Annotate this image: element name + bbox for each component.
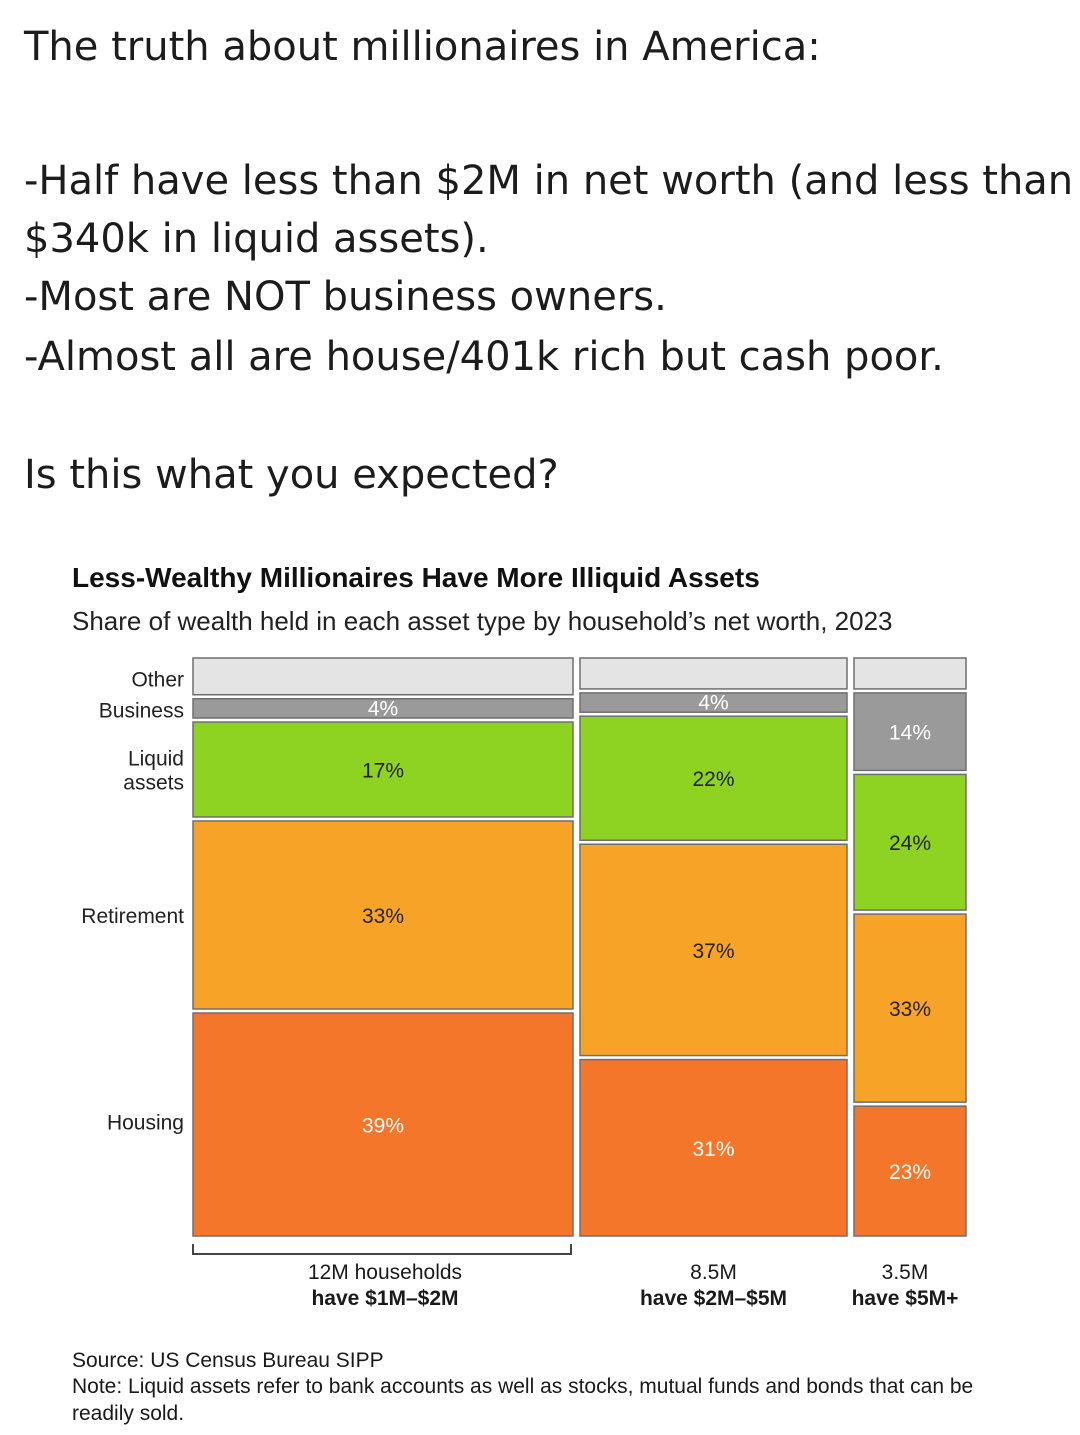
post-bullet-1: -Half have less than $2M in net worth (a…	[24, 158, 1074, 204]
chart-note: Note: Liquid assets refer to bank accoun…	[72, 1375, 974, 1425]
chart-title: Less-Wealthy Millionaires Have More Illi…	[72, 562, 760, 593]
bar-housing-col-3	[853, 1105, 967, 1237]
row-label-liquid: Liquid	[128, 747, 184, 770]
bar-other-col-1	[192, 657, 574, 696]
bar-liquid-assets-col-2	[579, 715, 848, 841]
value-label-business-col-2: 4%	[698, 692, 728, 715]
value-label-liquid-assets-col-3: 24%	[889, 832, 931, 855]
post-bullet-1-continued: $340k in liquid assets).	[24, 216, 489, 262]
post-bullet-2: -Most are NOT business owners.	[24, 274, 667, 320]
x-label-range-col-2: have $2M–$5M	[640, 1287, 787, 1310]
value-label-retirement-col-2: 37%	[692, 940, 734, 963]
column-bracket	[192, 1244, 572, 1255]
x-label-range-col-3: have $5M+	[852, 1287, 959, 1310]
bar-retirement-col-2	[579, 843, 848, 1057]
bar-other-col-3	[853, 657, 967, 690]
bar-other-col-2	[579, 657, 848, 690]
row-label-housing: Housing	[107, 1112, 184, 1135]
value-label-housing-col-1: 39%	[362, 1115, 404, 1138]
x-label-col-3: 3.5M	[882, 1261, 929, 1284]
x-label-range-col-1: have $1M–$2M	[311, 1287, 458, 1310]
bar-business-col-3	[853, 692, 967, 772]
value-label-liquid-assets-col-1: 17%	[362, 759, 404, 782]
chart-subtitle: Share of wealth held in each asset type …	[72, 606, 893, 636]
chart-source: Source: US Census Bureau SIPP	[72, 1349, 384, 1372]
value-label-housing-col-2: 31%	[692, 1138, 734, 1161]
value-label-business-col-1: 4%	[368, 697, 398, 720]
value-label-housing-col-3: 23%	[889, 1161, 931, 1184]
bar-retirement-col-1	[192, 820, 574, 1010]
bar-housing-col-1	[192, 1012, 574, 1237]
bar-housing-col-2	[579, 1058, 848, 1237]
bar-business-col-2	[579, 692, 848, 713]
row-label-assets: assets	[123, 771, 184, 794]
row-label-other: Other	[131, 668, 184, 691]
x-label-col-1: 12M households	[308, 1261, 462, 1284]
row-label-retirement: Retirement	[81, 905, 184, 928]
bar-liquid-assets-col-3	[853, 773, 967, 911]
value-label-liquid-assets-col-2: 22%	[692, 768, 734, 791]
x-label-col-2: 8.5M	[690, 1261, 737, 1284]
value-label-business-col-3: 14%	[889, 722, 931, 745]
bar-retirement-col-3	[853, 913, 967, 1103]
row-label-business: Business	[99, 699, 184, 722]
value-label-retirement-col-1: 33%	[362, 905, 404, 928]
post-bullet-3: -Almost all are house/401k rich but cash…	[24, 334, 944, 380]
value-label-retirement-col-3: 33%	[889, 998, 931, 1021]
post-title: The truth about millionaires in America:	[24, 24, 821, 70]
bar-business-col-1	[192, 697, 574, 719]
bar-liquid-assets-col-1	[192, 721, 574, 818]
post-question: Is this what you expected?	[24, 452, 559, 498]
